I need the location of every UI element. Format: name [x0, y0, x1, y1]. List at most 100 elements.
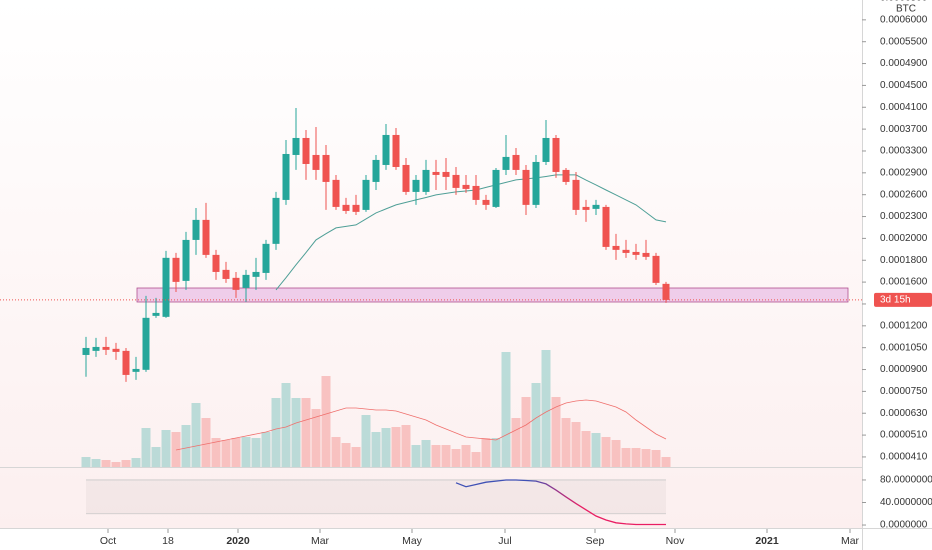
candle-body: [502, 156, 510, 170]
candle-body: [582, 206, 590, 210]
candle-body: [272, 197, 280, 244]
volume-bar: [621, 448, 631, 467]
volume-bar: [171, 432, 181, 467]
volume-bar: [631, 448, 641, 467]
x-tick-label: May: [402, 535, 423, 547]
countdown-tag: [874, 292, 932, 307]
candle-body: [412, 179, 420, 192]
rsi-tick-label: 40.0000000: [880, 497, 932, 508]
x-tick-label: Mar: [311, 535, 330, 547]
candle-body: [432, 171, 440, 175]
candle-body: [462, 184, 470, 189]
candle-body: [252, 271, 260, 277]
volume-bar: [561, 418, 571, 467]
volume-bar: [181, 425, 191, 467]
y-tick-label: 0.0004100: [880, 102, 928, 113]
volume-bar: [421, 440, 431, 467]
volume-bar: [431, 445, 441, 467]
y-tick-label: 0.0006500: [880, 0, 928, 4]
candle-body: [552, 137, 560, 172]
volume-bar: [131, 458, 141, 467]
x-tick-label: Nov: [666, 535, 685, 547]
candle-body: [562, 169, 570, 182]
x-tick-label: 2021: [755, 535, 779, 547]
volume-bar: [661, 457, 671, 467]
volume-bar: [611, 440, 621, 467]
volume-bar: [301, 398, 311, 467]
candle-body: [522, 169, 530, 205]
plot-background: [0, 0, 862, 529]
volume-bar: [391, 427, 401, 467]
rsi-line: [455, 479, 666, 526]
candle-body: [442, 171, 450, 177]
candle-body: [262, 243, 270, 273]
candle-body: [642, 252, 650, 257]
candle-body: [662, 283, 670, 300]
rsi-tick-label: 0.0000000: [880, 520, 928, 531]
volume-bar: [581, 431, 591, 467]
y-tick-label: 0.0001600: [880, 277, 928, 288]
candle-body: [312, 154, 320, 170]
candle-body: [242, 274, 250, 288]
volume-bar: [521, 397, 531, 467]
candle-body: [292, 137, 300, 155]
volume-bar: [331, 437, 341, 467]
candle-body: [402, 164, 410, 192]
candle-body: [622, 249, 630, 253]
volume-bar: [491, 438, 501, 467]
x-tick-label: 2020: [226, 535, 250, 547]
volume-bar: [291, 398, 301, 467]
volume-bar: [221, 440, 231, 467]
rsi-band: [86, 480, 666, 514]
volume-bar: [321, 376, 331, 467]
y-tick-label: 0.0002000: [880, 233, 928, 244]
y-tick-label: 0.0000410: [880, 452, 928, 463]
y-tick-label: 0.0001050: [880, 342, 928, 353]
volume-bar: [531, 383, 541, 467]
y-tick-label: 0.0000900: [880, 364, 928, 375]
candle-body: [112, 348, 120, 352]
y-tick-label: 0.0004900: [880, 58, 928, 69]
volume-bar: [91, 459, 101, 467]
volume-bar: [651, 450, 661, 467]
candle-body: [152, 312, 160, 316]
volume-bar: [311, 409, 321, 467]
candle-body: [172, 257, 180, 282]
x-tick-label: 18: [162, 535, 174, 547]
volume-bar: [541, 350, 551, 467]
candle-body: [472, 185, 480, 200]
y-tick-label: 0.0000630: [880, 408, 928, 419]
candle-body: [492, 169, 500, 207]
volume-bar: [361, 415, 371, 467]
volume-bar: [511, 418, 521, 467]
candle-body: [592, 204, 600, 209]
x-tick-label: Oct: [100, 535, 116, 547]
candle-body: [352, 204, 360, 212]
volume-bar: [371, 432, 381, 467]
candle-body: [372, 159, 380, 182]
volume-bar: [211, 438, 221, 467]
candle-body: [572, 179, 580, 210]
y-tick-label: 0.0005500: [880, 36, 928, 47]
volume-average: [175, 399, 667, 451]
volume-bar: [81, 457, 91, 467]
candle-body: [382, 134, 390, 165]
candle-body: [392, 134, 400, 167]
volume-bar: [441, 445, 451, 467]
moving-average: [275, 174, 667, 291]
candle-body: [232, 277, 240, 290]
y-tick-label: 0.0003700: [880, 124, 928, 135]
volume-bar: [571, 422, 581, 467]
candle-body: [282, 153, 290, 200]
candle-body: [512, 154, 520, 170]
candle-body: [362, 179, 370, 210]
y-tick-label: 0.0000510: [880, 430, 928, 441]
candle-body: [612, 245, 620, 250]
volume-bar: [231, 438, 241, 467]
candle-body: [342, 204, 350, 211]
volume-bar: [201, 418, 211, 467]
candle-body: [162, 257, 170, 317]
candle-body: [132, 368, 140, 372]
